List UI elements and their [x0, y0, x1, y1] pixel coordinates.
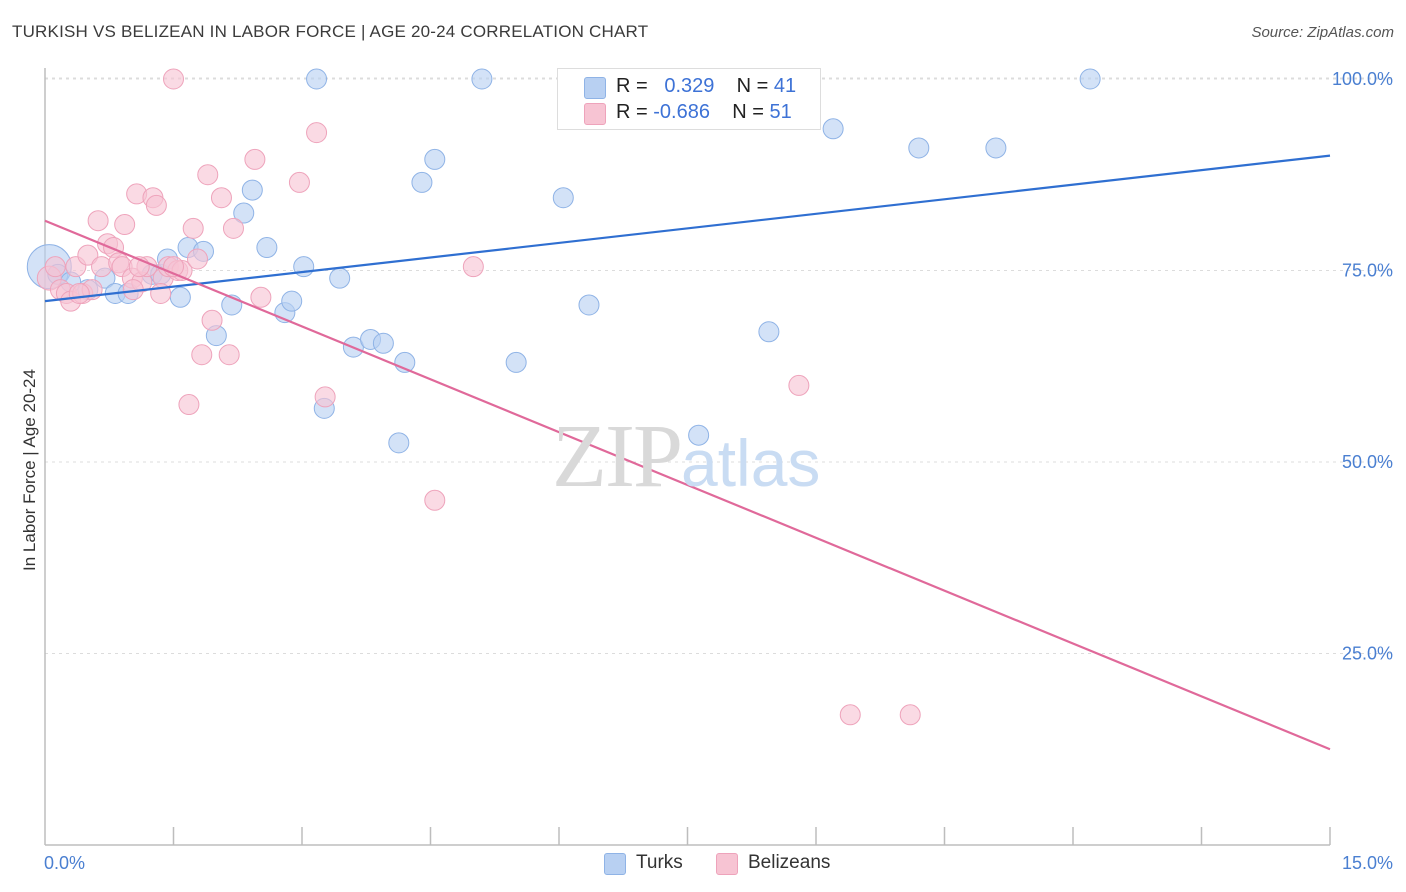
r-value: -0.686 [653, 101, 710, 123]
data-point [233, 202, 255, 224]
data-point [44, 256, 66, 278]
watermark: ZIPatlas [552, 405, 820, 508]
legend-text-belizeans: R = -0.686 N = 51 [616, 101, 792, 124]
data-point [191, 344, 213, 366]
data-point [145, 194, 167, 216]
watermark-atlas: atlas [681, 426, 821, 500]
turks-swatch [584, 77, 606, 99]
y-tick-label: 100.0% [1332, 69, 1393, 89]
data-point [424, 148, 446, 170]
data-point [839, 704, 861, 726]
data-point [91, 256, 113, 278]
data-point [186, 248, 208, 270]
n-value: 41 [773, 75, 797, 97]
data-point [114, 214, 136, 236]
legend-text-turks: R = 0.329 N = 41 [616, 75, 796, 98]
data-point [388, 432, 410, 454]
data-point [77, 244, 99, 266]
correlation-legend: R = 0.329 N = 41 R = -0.686 N = 51 [557, 68, 821, 130]
data-point [250, 286, 272, 308]
x-tick-label: 15.0% [1342, 853, 1393, 873]
y-tick-label: 25.0% [1342, 644, 1393, 664]
data-point [822, 118, 844, 140]
legend-label-turks: Turks [636, 852, 683, 873]
data-point [578, 294, 600, 316]
data-point [241, 179, 263, 201]
trend-lines [44, 154, 1331, 751]
belizeans-swatch [716, 853, 738, 875]
data-point [471, 68, 493, 90]
data-point [210, 187, 232, 209]
data-point [788, 374, 810, 396]
r-label: R = [616, 75, 654, 97]
belizeans-points [36, 68, 921, 726]
data-point [288, 171, 310, 193]
belizeans-swatch [584, 103, 606, 125]
belizeans-trend-line [44, 219, 1331, 751]
data-point [985, 137, 1007, 159]
data-point [372, 332, 394, 354]
r-value: 0.329 [664, 75, 715, 97]
data-point [178, 394, 200, 416]
turks-trend-line [44, 154, 1331, 303]
data-point [1079, 68, 1101, 90]
source-note: Source: ZipAtlas.com [1251, 24, 1394, 41]
tick-labels: 25.0% 50.0% 75.0% 100.0% 0.0% 15.0% [44, 69, 1393, 873]
data-point [306, 122, 328, 144]
y-tick-label: 50.0% [1342, 452, 1393, 472]
axes [44, 68, 1331, 846]
data-point [314, 386, 336, 408]
chart-title: TURKISH VS BELIZEAN IN LABOR FORCE | AGE… [12, 22, 649, 41]
data-point [182, 217, 204, 239]
watermark-zip: ZIP [552, 407, 683, 506]
data-point [163, 68, 184, 90]
data-point [411, 171, 433, 193]
n-value: 51 [769, 101, 792, 123]
data-point [68, 282, 90, 304]
data-point [197, 164, 219, 186]
data-point [169, 286, 191, 308]
n-label: N = [736, 75, 774, 97]
x-tick-label: 0.0% [44, 853, 85, 873]
data-point [505, 351, 527, 373]
data-point [462, 256, 484, 278]
r-label: R = [616, 101, 654, 123]
data-point [218, 344, 240, 366]
data-point [244, 148, 266, 170]
data-point [329, 267, 351, 289]
data-point [281, 290, 303, 312]
data-point [424, 489, 446, 511]
data-point [222, 217, 244, 239]
n-label: N = [732, 101, 770, 123]
data-point [758, 321, 780, 343]
data-point [306, 68, 328, 90]
data-point [908, 137, 930, 159]
data-point [552, 187, 574, 209]
data-point [87, 210, 109, 232]
turks-swatch [604, 853, 626, 875]
data-point [899, 704, 921, 726]
legend-label-belizeans: Belizeans [748, 852, 831, 873]
data-point [201, 309, 223, 331]
data-point [256, 237, 278, 259]
data-point [688, 424, 710, 446]
y-tick-label: 75.0% [1342, 261, 1393, 281]
